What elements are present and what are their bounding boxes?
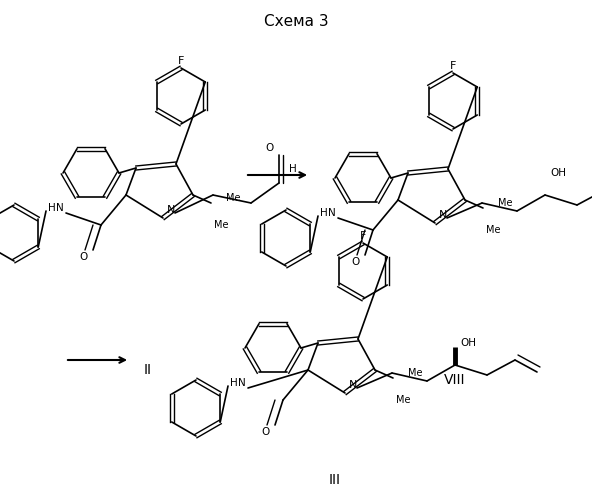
Text: N: N bbox=[238, 378, 246, 388]
Text: F: F bbox=[178, 56, 184, 66]
Text: OH: OH bbox=[460, 338, 476, 348]
Text: O: O bbox=[261, 427, 269, 437]
Text: VIII: VIII bbox=[444, 373, 466, 387]
Text: F: F bbox=[360, 231, 366, 241]
Text: N: N bbox=[328, 208, 336, 218]
Text: Схема 3: Схема 3 bbox=[263, 14, 329, 30]
Text: N: N bbox=[167, 205, 175, 215]
Text: II: II bbox=[144, 363, 152, 377]
Text: Me: Me bbox=[395, 395, 410, 405]
Text: H: H bbox=[320, 208, 328, 218]
Text: O: O bbox=[265, 143, 273, 153]
Text: O: O bbox=[79, 252, 87, 262]
Text: Me: Me bbox=[214, 220, 229, 230]
Text: Me: Me bbox=[486, 225, 500, 235]
Text: H: H bbox=[230, 378, 238, 388]
Text: N: N bbox=[349, 380, 357, 390]
Text: O: O bbox=[351, 257, 359, 267]
Text: OH: OH bbox=[550, 168, 566, 178]
Text: Me: Me bbox=[226, 193, 240, 203]
Text: Me: Me bbox=[498, 198, 512, 208]
Text: N: N bbox=[56, 203, 64, 213]
Text: III: III bbox=[329, 473, 341, 487]
Text: H: H bbox=[289, 164, 297, 174]
Text: H: H bbox=[48, 203, 56, 213]
Text: N: N bbox=[439, 210, 447, 220]
Text: F: F bbox=[450, 61, 456, 71]
Text: Me: Me bbox=[408, 368, 422, 378]
